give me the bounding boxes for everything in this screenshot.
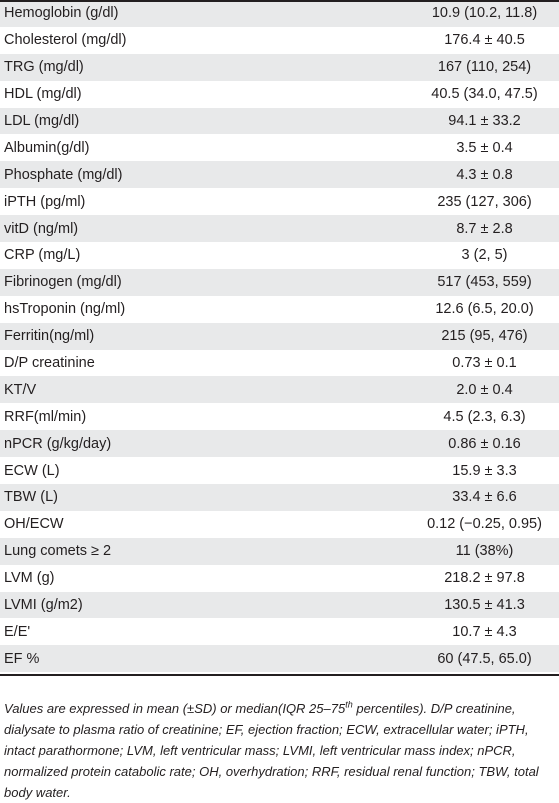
row-value: 215 (95, 476) <box>250 322 559 350</box>
table-row: Lung comets ≥ 2 11 (38%) <box>0 537 559 565</box>
footnote-text-end: percentiles). D/P creatinine, dialysate … <box>4 701 539 800</box>
row-value: 40.5 (34.0, 47.5) <box>431 86 538 103</box>
row-value: 11 (38%) <box>250 537 559 565</box>
row-value: 0.86 ± 0.16 <box>250 430 559 458</box>
row-label: TRG (mg/dl) <box>0 53 250 81</box>
row-label: RRF(ml/min) <box>4 408 87 425</box>
row-label: LVM (g) <box>4 570 55 587</box>
lab-values-table-container: Hemoglobin (g/dl) 10.9 (10.2, 11.8) Chole… <box>0 0 559 673</box>
table-row: LVMI (g/m2) 130.5 ± 41.3 <box>0 591 559 619</box>
row-value: 130.5 ± 41.3 <box>250 591 559 619</box>
row-label: E/E' <box>4 623 31 640</box>
row-value: 2.0 ± 0.4 <box>250 376 559 404</box>
row-value: 517 (453, 559) <box>250 268 559 296</box>
table-row: ECW (L) 15.9 ± 3.3 <box>0 457 559 484</box>
table-row: iPTH (pg/ml) 235 (127, 306) <box>0 188 559 215</box>
table-row: RRF(ml/min) 4.5 (2.3, 6.3) <box>0 403 559 430</box>
row-value: 3.5 ± 0.4 <box>456 139 513 156</box>
table-row: LDL (mg/dl) 94.1 ± 33.2 <box>0 107 559 135</box>
table-row: vitD (ng/ml) 8.7 ± 2.8 <box>0 215 559 243</box>
table-row: EF % 60 (47.5, 65.0) <box>0 645 559 673</box>
table-top-rule <box>0 0 559 2</box>
table-row: HDL (mg/dl) 40.5 (34.0, 47.5) <box>0 81 559 108</box>
row-label: LVMI (g/m2) <box>0 591 250 619</box>
row-value: 10.9 (10.2, 11.8) <box>250 0 559 27</box>
table-row: LVM (g) 218.2 ± 97.8 <box>0 565 559 592</box>
row-label: Albumin(g/dl) <box>4 139 90 156</box>
table-footnote: Values are expressed in mean (±SD) or me… <box>4 698 554 803</box>
row-label: KT/V <box>0 376 250 404</box>
row-value: 3 (2, 5) <box>461 247 508 264</box>
row-label: Hemoglobin (g/dl) <box>0 0 250 27</box>
table-row: Hemoglobin (g/dl) 10.9 (10.2, 11.8) <box>0 0 559 27</box>
row-value: 218.2 ± 97.8 <box>444 570 525 587</box>
lab-values-table: Hemoglobin (g/dl) 10.9 (10.2, 11.8) Chole… <box>0 0 559 673</box>
row-label: Cholesterol (mg/dl) <box>4 32 127 49</box>
table-row: TRG (mg/dl) 167 (110, 254) <box>0 53 559 81</box>
table-row: CRP (mg/L) 3 (2, 5) <box>0 242 559 269</box>
table-row: Albumin(g/dl) 3.5 ± 0.4 <box>0 134 559 161</box>
table-row: Cholesterol (mg/dl) 176.4 ± 40.5 <box>0 27 559 54</box>
table-row: Ferritin(ng/ml) 215 (95, 476) <box>0 322 559 350</box>
row-label: LDL (mg/dl) <box>0 107 250 135</box>
table-row: Fibrinogen (mg/dl) 517 (453, 559) <box>0 268 559 296</box>
table-row: hsTroponin (ng/ml) 12.6 (6.5, 20.0) <box>0 296 559 323</box>
row-label: Lung comets ≥ 2 <box>0 537 250 565</box>
footnote-superscript: th <box>345 699 353 710</box>
row-label: CRP (mg/L) <box>4 247 81 264</box>
row-label: TBW (L) <box>0 484 250 511</box>
row-value: 12.6 (6.5, 20.0) <box>435 301 534 318</box>
row-value: 167 (110, 254) <box>250 53 559 81</box>
row-label: ECW (L) <box>4 462 60 479</box>
row-value: 176.4 ± 40.5 <box>444 32 525 49</box>
table-row: OH/ECW 0.12 (−0.25, 0.95) <box>0 511 559 538</box>
table-row: Phosphate (mg/dl) 4.3 ± 0.8 <box>0 161 559 189</box>
row-value: 60 (47.5, 65.0) <box>250 645 559 673</box>
row-value: 94.1 ± 33.2 <box>250 107 559 135</box>
table-row: nPCR (g/kg/day) 0.86 ± 0.16 <box>0 430 559 458</box>
row-value: 10.7 ± 4.3 <box>452 623 517 640</box>
footnote-text-start: Values are expressed in mean (±SD) or me… <box>4 701 346 716</box>
row-label: Fibrinogen (mg/dl) <box>0 268 250 296</box>
row-label: Phosphate (mg/dl) <box>0 161 250 189</box>
table-bottom-rule <box>0 674 559 676</box>
row-label: OH/ECW <box>4 516 64 533</box>
table-row: TBW (L) 33.4 ± 6.6 <box>0 484 559 511</box>
row-label: iPTH (pg/ml) <box>4 193 86 210</box>
row-value: 4.3 ± 0.8 <box>250 161 559 189</box>
row-value: 0.73 ± 0.1 <box>452 355 517 372</box>
row-label: Ferritin(ng/ml) <box>0 322 250 350</box>
row-label: hsTroponin (ng/ml) <box>4 301 126 318</box>
row-label: HDL (mg/dl) <box>4 86 82 103</box>
table-row: KT/V 2.0 ± 0.4 <box>0 376 559 404</box>
table-body: Hemoglobin (g/dl) 10.9 (10.2, 11.8) Chole… <box>0 0 559 673</box>
row-label: D/P creatinine <box>4 355 95 372</box>
table-row: E/E' 10.7 ± 4.3 <box>0 618 559 645</box>
row-label: EF % <box>0 645 250 673</box>
row-value: 4.5 (2.3, 6.3) <box>443 408 526 425</box>
row-value: 235 (127, 306) <box>437 193 532 210</box>
row-value: 33.4 ± 6.6 <box>250 484 559 511</box>
row-value: 15.9 ± 3.3 <box>452 462 517 479</box>
row-label: vitD (ng/ml) <box>0 215 250 243</box>
row-value: 8.7 ± 2.8 <box>250 215 559 243</box>
row-value: 0.12 (−0.25, 0.95) <box>427 516 542 533</box>
table-row: D/P creatinine 0.73 ± 0.1 <box>0 350 559 377</box>
row-label: nPCR (g/kg/day) <box>0 430 250 458</box>
